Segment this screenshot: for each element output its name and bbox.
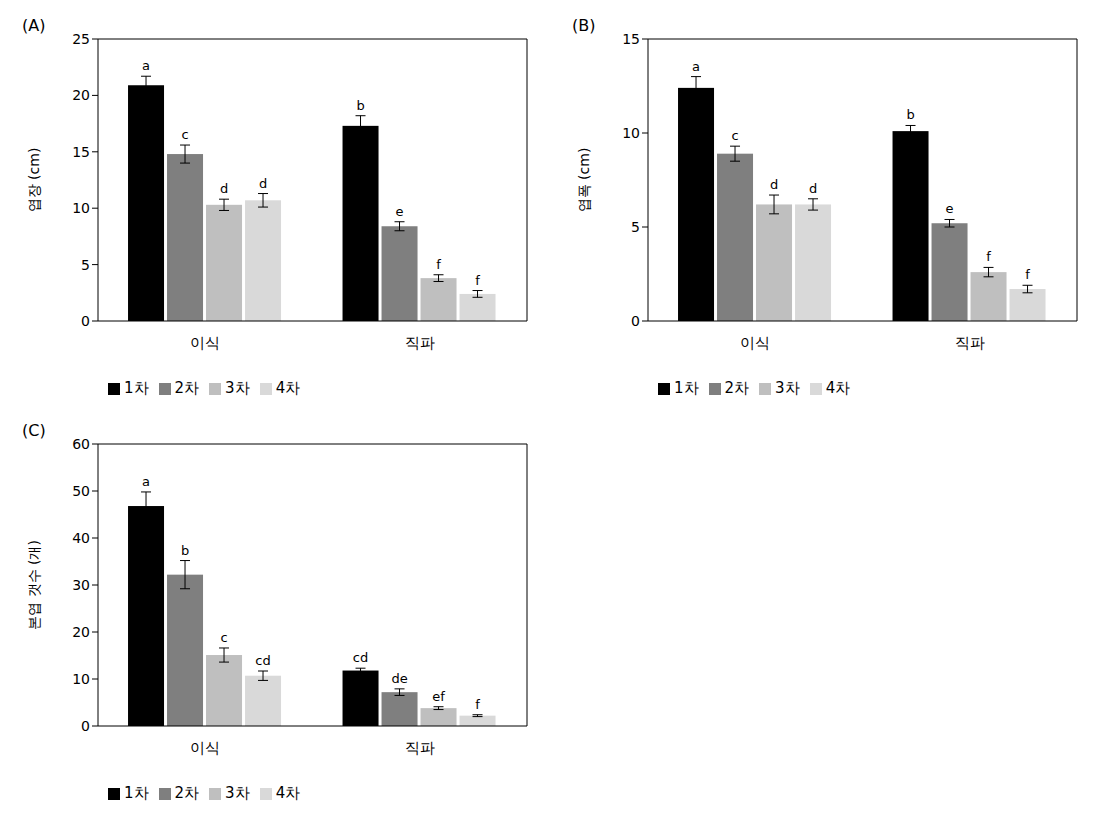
html-text:2차: 2차 bbox=[724, 379, 750, 397]
svg-text:0: 0 bbox=[631, 313, 640, 329]
svg-text:0: 0 bbox=[81, 718, 90, 734]
html-text:3차: 3차 bbox=[775, 379, 800, 397]
html-text:1차: 1차 bbox=[674, 379, 699, 397]
svg-text:이식: 이식 bbox=[190, 739, 220, 757]
svg-text:30: 30 bbox=[72, 577, 90, 593]
svg-text:d: d bbox=[770, 177, 778, 192]
svg-text:d: d bbox=[220, 181, 228, 196]
svg-text:이식: 이식 bbox=[190, 334, 220, 352]
svg-text:a: a bbox=[142, 58, 150, 73]
svg-text:5: 5 bbox=[631, 219, 640, 235]
svg-text:10: 10 bbox=[72, 200, 90, 216]
svg-text:f: f bbox=[436, 257, 441, 272]
svg-text:b: b bbox=[356, 98, 364, 113]
svg-text:엽장 (cm): 엽장 (cm) bbox=[26, 148, 42, 213]
html-text:(A): (A) bbox=[22, 16, 46, 35]
svg-text:20: 20 bbox=[72, 624, 90, 640]
svg-text:직파: 직파 bbox=[405, 739, 435, 757]
svg-text:f: f bbox=[475, 697, 480, 712]
svg-text:c: c bbox=[181, 127, 188, 142]
svg-text:cd: cd bbox=[353, 650, 368, 665]
svg-text:이식: 이식 bbox=[740, 334, 770, 352]
svg-text:de: de bbox=[391, 671, 407, 686]
svg-text:25: 25 bbox=[72, 31, 90, 47]
svg-text:b: b bbox=[181, 543, 189, 558]
svg-text:15: 15 bbox=[622, 31, 640, 47]
html-text:(B): (B) bbox=[572, 16, 596, 35]
svg-text:d: d bbox=[809, 181, 817, 196]
svg-text:본엽 갯수 (개): 본엽 갯수 (개) bbox=[26, 540, 42, 630]
svg-text:20: 20 bbox=[72, 87, 90, 103]
svg-text:5: 5 bbox=[81, 257, 90, 273]
svg-text:cd: cd bbox=[255, 653, 270, 668]
html-text:3차: 3차 bbox=[225, 379, 250, 397]
svg-text:c: c bbox=[731, 128, 738, 143]
svg-text:a: a bbox=[692, 59, 700, 74]
svg-text:e: e bbox=[946, 201, 954, 216]
svg-text:d: d bbox=[259, 176, 267, 191]
html-text:(C): (C) bbox=[22, 421, 46, 440]
svg-text:f: f bbox=[1025, 267, 1030, 282]
svg-text:a: a bbox=[142, 474, 150, 489]
svg-text:b: b bbox=[906, 107, 914, 122]
svg-text:60: 60 bbox=[72, 436, 90, 452]
html-text:1차: 1차 bbox=[124, 784, 149, 802]
svg-text:40: 40 bbox=[72, 530, 90, 546]
svg-text:c: c bbox=[220, 630, 227, 645]
html-text:4차: 4차 bbox=[275, 784, 301, 802]
svg-text:10: 10 bbox=[622, 125, 640, 141]
svg-text:직파: 직파 bbox=[955, 334, 985, 352]
svg-text:0: 0 bbox=[81, 313, 90, 329]
html-text:4차: 4차 bbox=[825, 379, 851, 397]
svg-text:엽폭 (cm): 엽폭 (cm) bbox=[576, 148, 592, 213]
svg-text:f: f bbox=[986, 249, 991, 264]
html-text:4차: 4차 bbox=[275, 379, 301, 397]
html-text:2차: 2차 bbox=[174, 784, 200, 802]
svg-text:ef: ef bbox=[432, 689, 445, 704]
svg-text:10: 10 bbox=[72, 671, 90, 687]
svg-text:50: 50 bbox=[72, 483, 90, 499]
svg-text:f: f bbox=[475, 273, 480, 288]
html-text:1차: 1차 bbox=[124, 379, 149, 397]
svg-text:15: 15 bbox=[72, 144, 90, 160]
svg-text:e: e bbox=[396, 204, 404, 219]
html-text:3차: 3차 bbox=[225, 784, 250, 802]
svg-text:직파: 직파 bbox=[405, 334, 435, 352]
html-text:2차: 2차 bbox=[174, 379, 200, 397]
